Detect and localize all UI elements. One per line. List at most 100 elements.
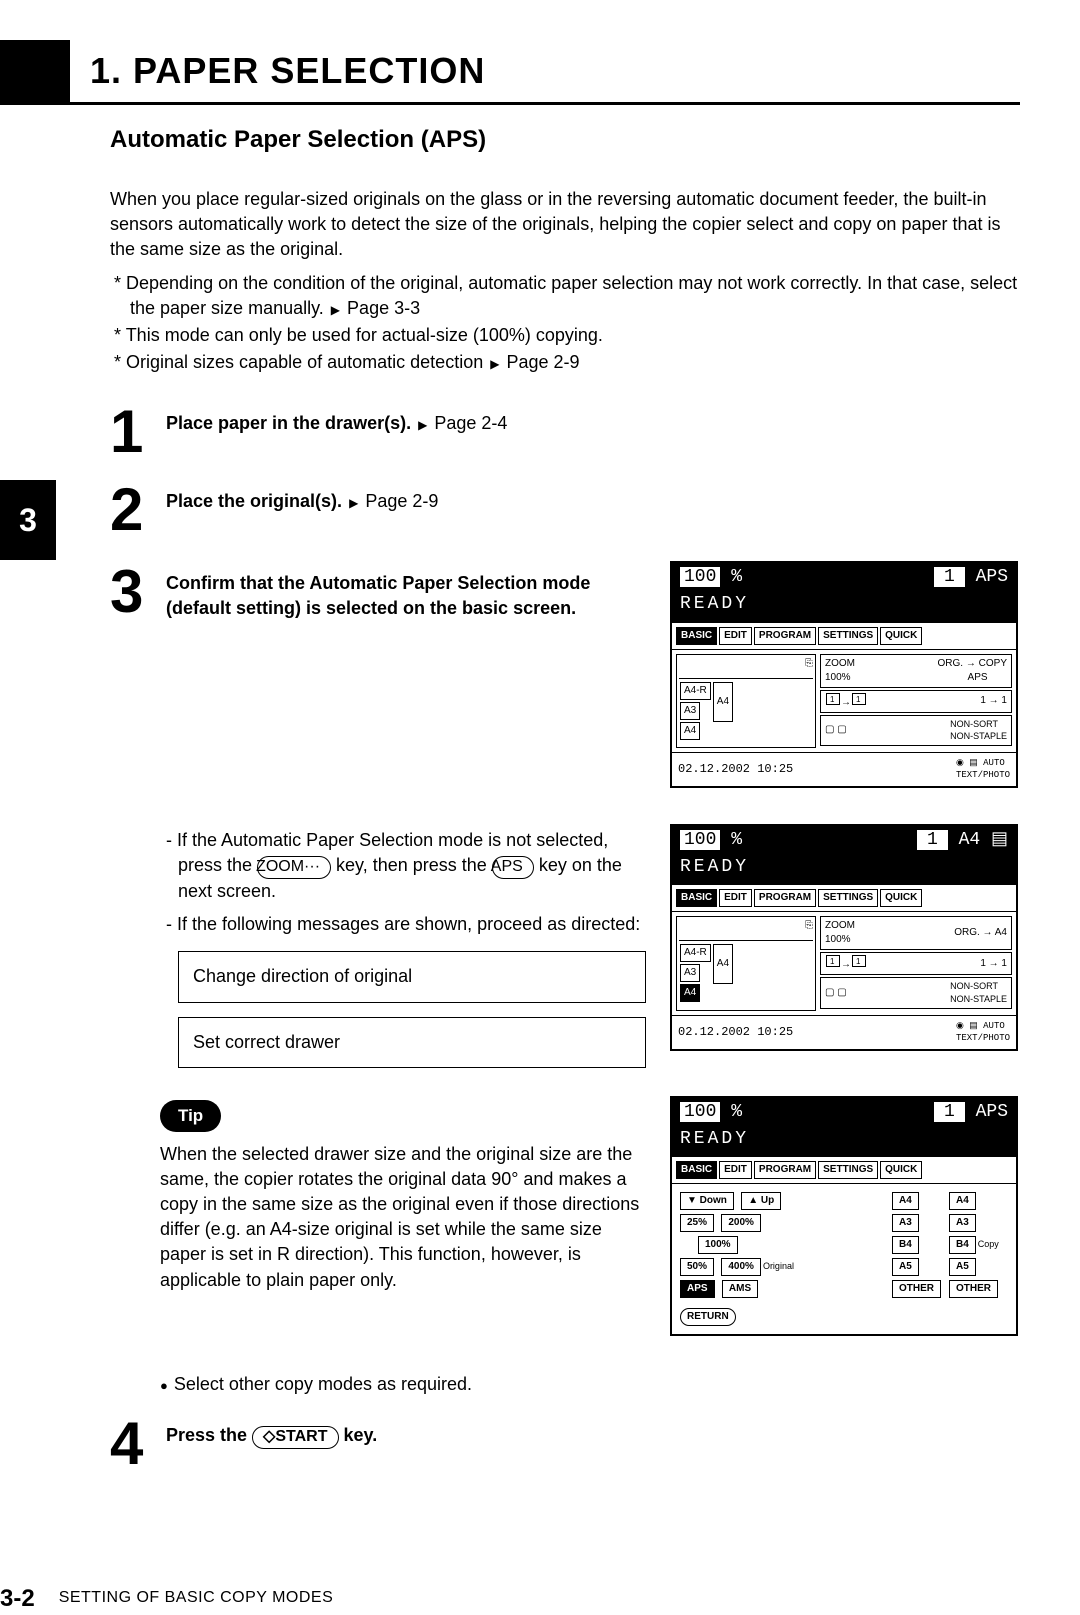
zoom-aps-button[interactable]: APS: [680, 1280, 715, 1298]
lcd2-sort-row[interactable]: ▢ ▢NON-SORTNON-STAPLE: [820, 977, 1012, 1008]
zoom-50-button[interactable]: 50%: [680, 1258, 714, 1276]
lcd3-tab-edit[interactable]: EDIT: [719, 1161, 752, 1179]
step-3-row: 3 Confirm that the Automatic Paper Selec…: [110, 561, 1020, 804]
zoom-200-button[interactable]: 200%: [721, 1214, 761, 1232]
size-orig-a5[interactable]: A5: [892, 1258, 919, 1276]
step-1-number: 1: [110, 405, 152, 459]
step-2-ref: Page 2-9: [365, 491, 438, 511]
ref-arrow-icon: [329, 298, 342, 318]
lcd-tab-basic[interactable]: BASIC: [676, 627, 717, 645]
size-copy-b4[interactable]: B4: [949, 1236, 976, 1254]
zoom-ams-button[interactable]: AMS: [722, 1280, 758, 1298]
lcd-tab-settings[interactable]: SETTINGS: [818, 627, 878, 645]
size-copy-a5[interactable]: A5: [949, 1258, 976, 1276]
sub-note-row: - If the Automatic Paper Selection mode …: [110, 824, 1020, 1076]
lcd-tab-edit[interactable]: EDIT: [719, 627, 752, 645]
lcd2-drawer-a4-sel[interactable]: A4: [680, 984, 700, 1002]
lcd-tab-program[interactable]: PROGRAM: [754, 627, 816, 645]
note-3-ref: Page 2-9: [506, 352, 579, 372]
lcd3-status: READY: [672, 1127, 1016, 1156]
lcd2-tab-basic[interactable]: BASIC: [676, 889, 717, 907]
size-copy-a3[interactable]: A3: [949, 1214, 976, 1232]
note-2-text: This mode can only be used for actual-si…: [126, 325, 603, 345]
lcd2-drawers: ⎘ A4-R A3 A4 A4: [676, 916, 816, 1010]
lcd3-tab-basic[interactable]: BASIC: [676, 1161, 717, 1179]
lcd-sort-row[interactable]: ▢ ▢NON-SORTNON-STAPLE: [820, 715, 1012, 746]
lcd-drawer-a3[interactable]: A3: [680, 702, 700, 720]
lcd-zoom-screen: 100 % 1 APS READY BASIC EDIT PROGRAM SET…: [670, 1096, 1018, 1336]
zoom-key: ZOOM···: [257, 856, 331, 879]
size-copy-a4[interactable]: A4: [949, 1192, 976, 1210]
lcd3-tab-program[interactable]: PROGRAM: [754, 1161, 816, 1179]
aps-key: APS: [492, 856, 534, 879]
note-1-text: Depending on the condition of the origin…: [126, 273, 1017, 318]
lcd2-simplex-row[interactable]: →1 → 1: [820, 952, 1012, 975]
step-1-text: Place paper in the drawer(s).: [166, 413, 411, 433]
chapter-tab: 3: [0, 480, 56, 560]
step-4-number: 4: [110, 1417, 152, 1471]
zoom-up-button[interactable]: ▲ Up: [741, 1192, 781, 1210]
lcd-drawer-a4-2[interactable]: A4: [680, 722, 700, 740]
step-4-text-b: key.: [339, 1425, 378, 1445]
lcd2-zoom-row[interactable]: ZOOM100%ORG. → A4: [820, 916, 1012, 950]
return-button[interactable]: RETURN: [680, 1308, 736, 1326]
title-main: PAPER SELECTION: [133, 50, 485, 91]
lcd-basic-aps: 100 % 1 APS READY BASIC EDIT PROGRAM SET…: [670, 561, 1018, 788]
lcd-basic-a4: 100 % 1 A4 ▤ READY BASIC EDIT PROGRAM SE…: [670, 824, 1018, 1051]
tip-badge: Tip: [160, 1100, 221, 1132]
tip-text: When the selected drawer size and the or…: [160, 1142, 646, 1293]
size-orig-b4[interactable]: B4: [892, 1236, 919, 1254]
zoom-100-button[interactable]: 100%: [698, 1236, 738, 1254]
msg-set-drawer: Set correct drawer: [178, 1017, 646, 1068]
notes-list: * Depending on the condition of the orig…: [114, 271, 1020, 376]
zoom-25-button[interactable]: 25%: [680, 1214, 714, 1232]
size-orig-a4[interactable]: A4: [892, 1192, 919, 1210]
lcd-simplex-row[interactable]: →1 → 1: [820, 690, 1012, 713]
sub-bullet-2: - If the following messages are shown, p…: [160, 912, 646, 937]
lcd-zoom-row[interactable]: ZOOM100%ORG. → COPYAPS: [820, 654, 1012, 688]
lcd-zoom-pct: 100: [680, 567, 720, 587]
note-2: * This mode can only be used for actual-…: [114, 323, 1020, 348]
note-3: * Original sizes capable of automatic de…: [114, 350, 1020, 375]
zoom-down-button[interactable]: ▼ Down: [680, 1192, 734, 1210]
zoom-400-button[interactable]: 400%: [721, 1258, 761, 1276]
note-1: * Depending on the condition of the orig…: [114, 271, 1020, 321]
lcd2-drawer-a4-main[interactable]: A4: [713, 944, 733, 984]
lcd2-tab-edit[interactable]: EDIT: [719, 889, 752, 907]
sub-bullet-1: - If the Automatic Paper Selection mode …: [160, 828, 646, 904]
lcd-drawer-a4r[interactable]: A4-R: [680, 682, 711, 700]
lcd3-tab-settings[interactable]: SETTINGS: [818, 1161, 878, 1179]
page-footer: 3-2 SETTING OF BASIC COPY MODES: [0, 1582, 333, 1615]
lcd-datetime: 02.12.2002 10:25: [678, 761, 793, 778]
step-4: 4 Press the ◇START key.: [110, 1417, 1020, 1471]
note-3-text: Original sizes capable of automatic dete…: [126, 352, 483, 372]
lcd-status: READY: [672, 592, 1016, 621]
step-2: 2 Place the original(s). Page 2-9: [110, 483, 1020, 537]
lcd-copies: 1: [934, 567, 965, 587]
title-tab: [0, 40, 70, 105]
intro-paragraph: When you place regular-sized originals o…: [110, 187, 1020, 263]
ref-arrow-icon: [488, 352, 501, 372]
footer-section: SETTING OF BASIC COPY MODES: [59, 1587, 334, 1609]
lcd2-drawer-a3[interactable]: A3: [680, 964, 700, 982]
lcd2-tab-program[interactable]: PROGRAM: [754, 889, 816, 907]
size-orig-other[interactable]: OTHER: [892, 1280, 941, 1298]
size-orig-a3[interactable]: A3: [892, 1214, 919, 1232]
lcd2-tab-quick[interactable]: QUICK: [880, 889, 922, 907]
subtitle: Automatic Paper Selection (APS): [110, 123, 1020, 157]
note-1-ref: Page 3-3: [347, 298, 420, 318]
lcd3-tab-quick[interactable]: QUICK: [880, 1161, 922, 1179]
lcd2-tab-settings[interactable]: SETTINGS: [818, 889, 878, 907]
lcd-pct-symbol: %: [731, 567, 742, 587]
other-modes-bullet: Select other copy modes as required.: [110, 1372, 1020, 1397]
step-3-number: 3: [110, 565, 152, 619]
start-key: ◇START: [252, 1426, 338, 1449]
footer-page-num: 3-2: [0, 1582, 35, 1615]
lcd-tab-quick[interactable]: QUICK: [880, 627, 922, 645]
size-copy-other[interactable]: OTHER: [949, 1280, 998, 1298]
lcd-drawer-a4-main[interactable]: A4: [713, 682, 733, 722]
title-number: 1.: [90, 50, 122, 91]
lcd2-drawer-a4r[interactable]: A4-R: [680, 944, 711, 962]
lcd-mode: APS: [976, 567, 1008, 587]
step-1: 1 Place paper in the drawer(s). Page 2-4: [110, 405, 1020, 459]
